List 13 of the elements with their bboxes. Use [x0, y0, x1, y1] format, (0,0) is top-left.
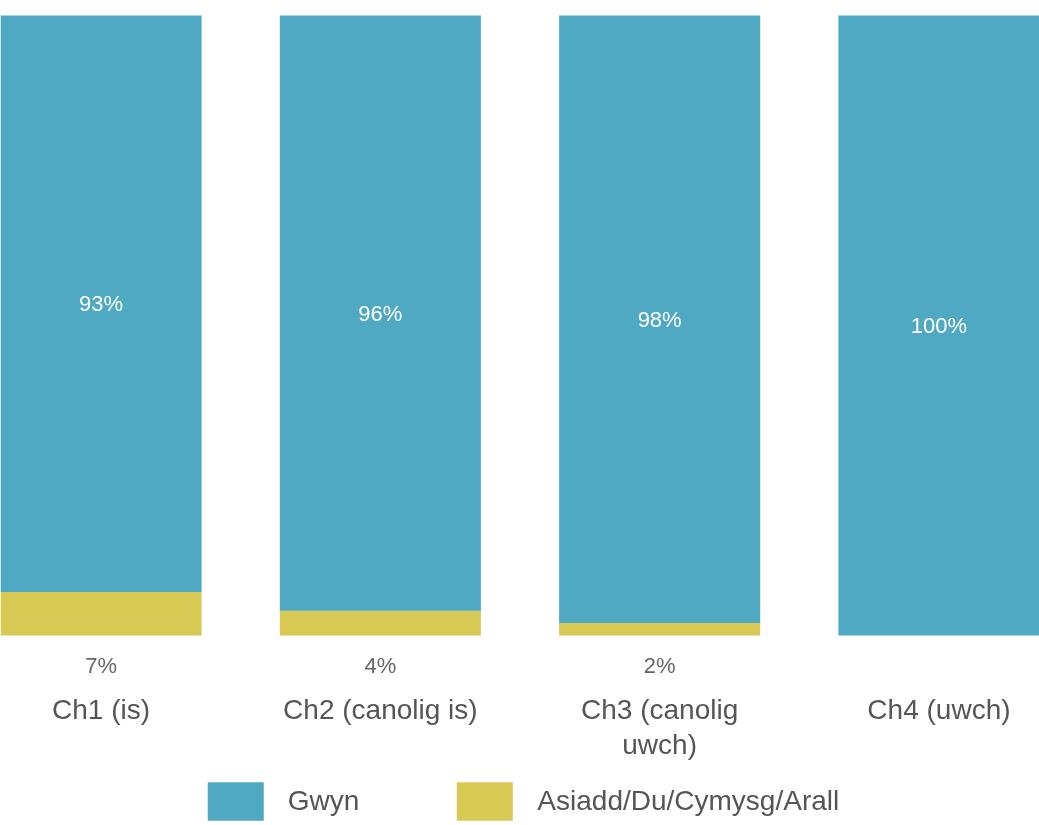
data-label: 93% [79, 291, 124, 317]
x-tick-label: Ch2 (canolig is) [283, 693, 478, 725]
x-tick-label: Ch1 (is) [52, 693, 151, 725]
x-tick-label: Ch4 (uwch) [867, 693, 1011, 725]
data-label: 98% [637, 306, 682, 332]
data-label: 2% [643, 653, 676, 678]
data-label: 96% [358, 300, 403, 326]
data-label: 4% [364, 653, 397, 678]
legend-label: Gwyn [287, 785, 360, 817]
data-label: 7% [85, 653, 117, 678]
legend-label: Asiadd/Du/Cymysg/Arall [537, 785, 840, 817]
data-label: 100% [910, 313, 968, 338]
x-tick-label: Ch3 (canolig uwch) [581, 693, 739, 761]
